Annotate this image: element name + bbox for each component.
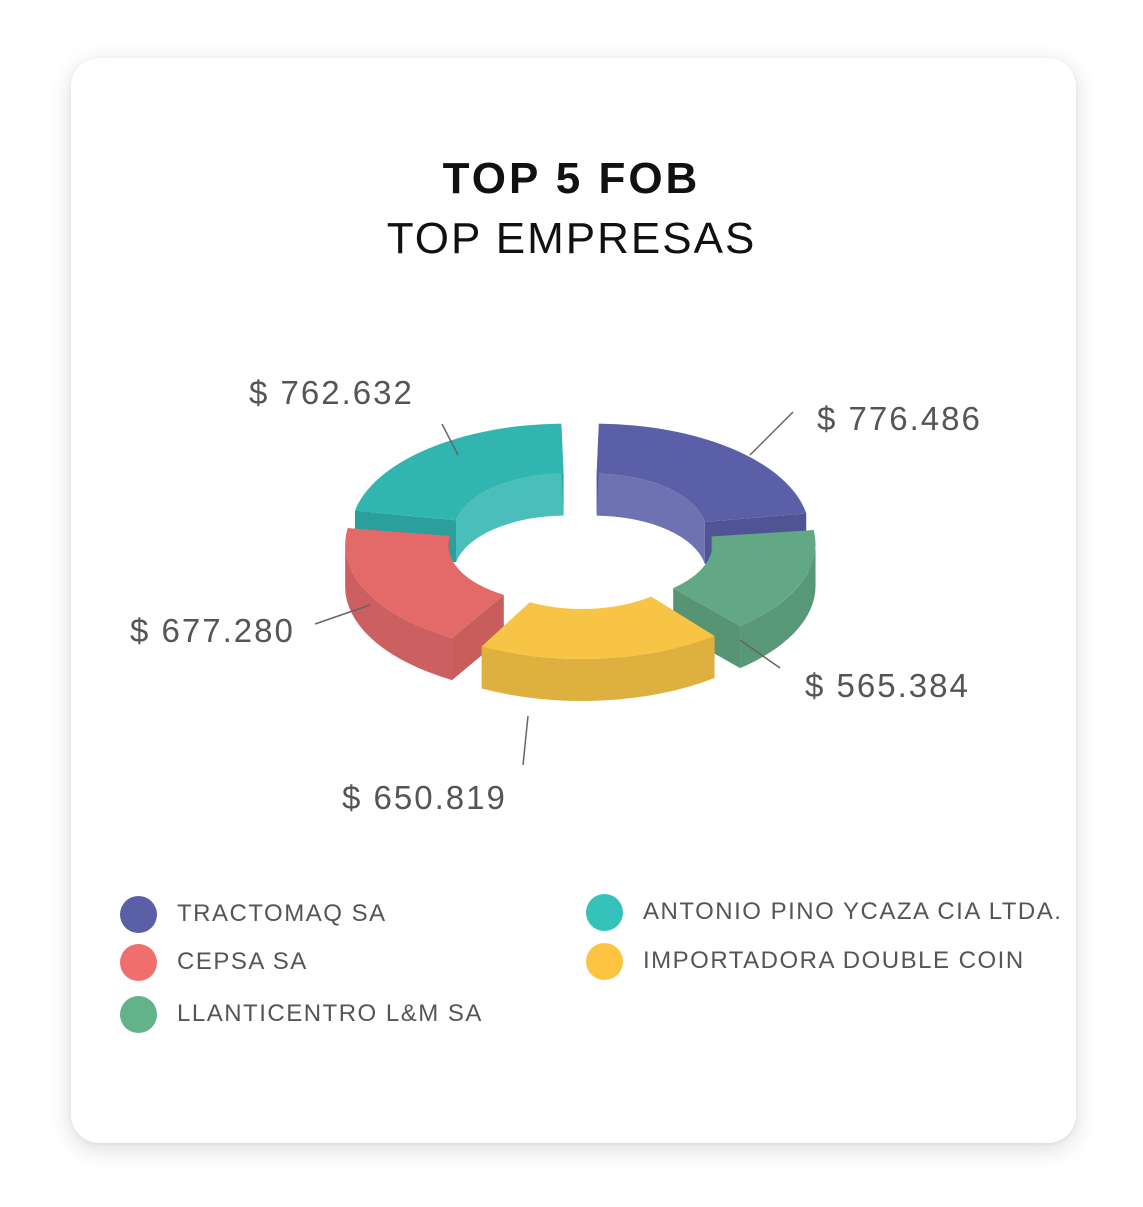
leader-line: [739, 639, 781, 669]
legend-swatch: [120, 943, 157, 981]
legend-swatch: [586, 893, 623, 931]
data-label: $ 650.819: [342, 779, 507, 816]
data-label: $ 565.384: [805, 667, 970, 704]
donut-slice: [673, 530, 816, 669]
legend-swatch: [586, 942, 623, 980]
legend-label: LLANTICENTRO L&M SA: [177, 1000, 483, 1027]
data-label: $ 762.632: [249, 374, 414, 411]
chart-card: [71, 58, 1076, 1143]
legend-label: IMPORTADORA DOUBLE COIN: [643, 947, 1025, 974]
legend-item: ANTONIO PINO YCAZA CIA LTDA.: [586, 892, 1062, 932]
donut-slice: [481, 596, 715, 701]
leader-line: [749, 411, 794, 456]
legend-swatch: [120, 895, 157, 933]
legend-label: CEPSA SA: [177, 948, 308, 975]
legend-item: CEPSA SA: [120, 942, 308, 982]
leader-line: [522, 715, 529, 766]
data-label: $ 677.280: [130, 612, 295, 649]
leader-line: [314, 604, 371, 625]
chart-title: TOP 5 FOB: [442, 154, 701, 203]
donut-slice: [345, 528, 504, 681]
legend-swatch: [120, 995, 157, 1033]
legend-item: TRACTOMAQ SA: [120, 894, 387, 934]
chart-subtitle: TOP EMPRESAS: [386, 214, 757, 263]
legend-label: TRACTOMAQ SA: [177, 900, 387, 927]
leader-line: [441, 423, 459, 456]
legend-item: IMPORTADORA DOUBLE COIN: [586, 941, 1025, 981]
legend-label: ANTONIO PINO YCAZA CIA LTDA.: [643, 898, 1063, 925]
legend-item: LLANTICENTRO L&M SA: [120, 994, 483, 1034]
data-label: $ 776.486: [817, 400, 982, 437]
